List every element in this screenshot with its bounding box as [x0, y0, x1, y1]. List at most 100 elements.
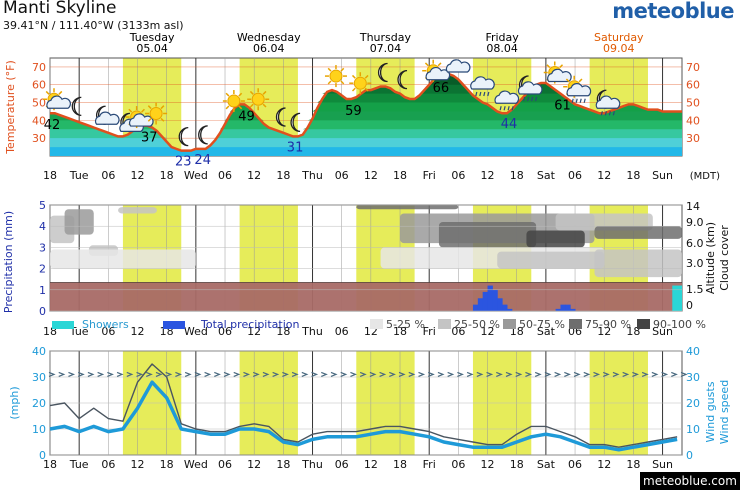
day-name: Tuesday: [129, 31, 175, 44]
temp-value-label: 44: [501, 117, 518, 132]
temp-y-tick: 50: [32, 97, 46, 110]
precip-y-tick: 0: [39, 305, 46, 318]
wind-y-tick-right: 30: [686, 371, 700, 384]
wind-y-tick: 30: [32, 371, 46, 384]
sun-cloud-icon: [422, 59, 451, 82]
wind-direction-arrow: [515, 371, 523, 377]
x-tick-label: 06: [101, 325, 115, 338]
wind-y-tick-right: 20: [686, 397, 700, 410]
x-tick-label: 18: [276, 325, 290, 338]
x-tick-label: 12: [597, 458, 611, 471]
day-date: 05.04: [136, 42, 168, 55]
x-tick-label: 18: [276, 458, 290, 471]
x-tick-label: 12: [481, 325, 495, 338]
wind-direction-arrow: [107, 371, 114, 377]
moon-rain-icon-part: [530, 96, 534, 102]
legend-label-cloud: 90-100 %: [653, 318, 706, 331]
wind-direction-arrow: [165, 371, 173, 377]
day-date: 06.04: [253, 42, 285, 55]
x-tick-label: Sun: [652, 169, 673, 182]
brand-logo[interactable]: meteoblue: [612, 0, 734, 23]
x-tick-label: 12: [131, 325, 145, 338]
sun-icon-part: [147, 117, 152, 122]
wind-y-tick-right: 40: [686, 345, 700, 358]
wind-direction-arrow: [58, 371, 66, 377]
cloud-cover-patch: [594, 249, 682, 278]
cloud-cover-patch: [356, 205, 459, 210]
precip-y-tick: 3: [39, 241, 46, 254]
wind-direction-arrow: [496, 371, 503, 377]
x-tick-label: 12: [247, 458, 261, 471]
x-tick-label: Wed: [184, 458, 208, 471]
temp-y-tick: 70: [32, 61, 46, 74]
wind-direction-arrow: [68, 371, 76, 377]
x-tick-label: Sun: [652, 325, 673, 338]
temp-y-tick-right: 50: [686, 97, 700, 110]
sun-cloud-icon: [543, 61, 572, 84]
wind-speed-axis-label: Wind speed: [718, 380, 731, 444]
wind-direction-arrow: [282, 371, 289, 377]
rain-cloud-icon-part: [503, 106, 506, 111]
moon-icon-part: [71, 96, 82, 117]
x-tick-label: 12: [364, 458, 378, 471]
wind-direction-arrow: [87, 371, 95, 377]
x-tick-label: 18: [43, 458, 57, 471]
legend-swatch-cloud: [637, 319, 650, 329]
temp-value-label: 59: [345, 104, 362, 119]
moon-rain-icon-part: [604, 111, 607, 116]
moon-rain-icon-part: [517, 81, 543, 95]
wind-direction-arrow: [184, 371, 192, 377]
x-tick-label: 06: [218, 325, 232, 338]
precip-bar: [570, 308, 576, 311]
x-tick-label: Wed: [184, 325, 208, 338]
temp-y-tick-right: 30: [686, 132, 700, 145]
footer-brand[interactable]: meteoblue.com: [640, 472, 740, 490]
moon-rain-icon-part: [600, 111, 603, 116]
x-tick-label: 18: [160, 458, 174, 471]
x-tick-label: 12: [131, 458, 145, 471]
x-tick-label: Thu: [301, 325, 323, 338]
temp-value-label: 31: [287, 140, 304, 155]
wind-direction-arrow: [262, 371, 270, 377]
precip-y-tick: 2: [39, 263, 46, 276]
wind-direction-arrow: [146, 371, 153, 377]
precip-bar: [555, 308, 561, 311]
legend-label-cloud: 75-90 %: [585, 318, 631, 331]
sun-icon-part: [329, 69, 343, 83]
precip-bar: [477, 298, 484, 311]
x-tick-label: 06: [451, 325, 465, 338]
temp-y-tick: 60: [32, 79, 46, 92]
x-tick-label: 18: [393, 458, 407, 471]
legend-label-precip: Total precipitation: [200, 318, 300, 331]
wind-direction-arrow: [476, 371, 484, 377]
wind-direction-arrow: [48, 371, 56, 377]
sun-icon-part: [327, 67, 332, 72]
precip-y-tick: 1: [39, 284, 46, 297]
rain-cloud-icon-part: [475, 91, 478, 97]
x-tick-label: 06: [335, 325, 349, 338]
x-tick-label: 06: [218, 169, 232, 182]
wind-gusts-axis-label: Wind gusts: [704, 381, 717, 442]
wind-direction-arrow: [350, 371, 358, 377]
moon-rain-icon-part: [608, 111, 611, 116]
sun-icon-part: [340, 67, 345, 72]
x-tick-label: 06: [218, 458, 232, 471]
wind-direction-arrow: [534, 371, 542, 377]
wind-direction-arrow: [632, 371, 640, 377]
cloud-cover-patch: [438, 221, 537, 248]
wind-direction-arrow: [194, 371, 202, 377]
legend-swatch-showers: [52, 321, 74, 329]
x-tick-label: Fri: [423, 458, 436, 471]
sun-icon-part: [147, 105, 152, 110]
sun-rain-icon-part: [579, 98, 582, 103]
x-tick-label: Tue: [69, 169, 89, 182]
altitude-tick: 6.0: [686, 237, 704, 250]
sun-icon-part: [364, 87, 369, 92]
x-tick-label: 12: [364, 169, 378, 182]
x-tick-label: Sat: [537, 325, 556, 338]
wind-y-tick-right: 0: [686, 449, 693, 462]
rain-cloud-icon-part: [483, 91, 486, 97]
rain-cloud-icon-part: [487, 91, 490, 97]
day-name: Thursday: [359, 31, 412, 44]
